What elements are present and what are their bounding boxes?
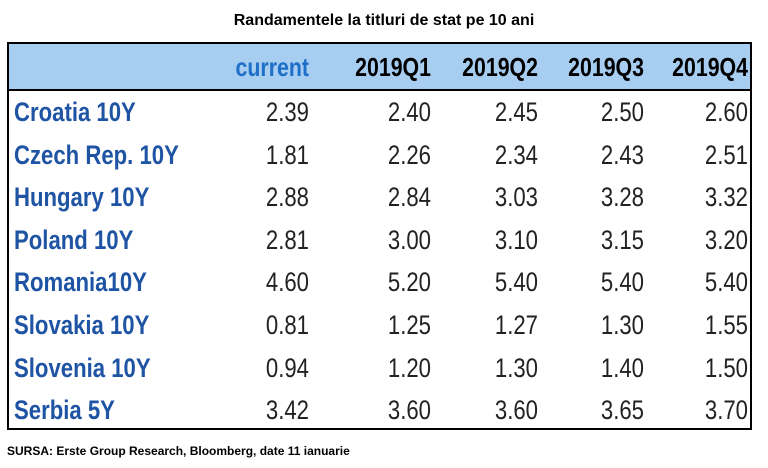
table-row: Slovakia 10Y 0.81 1.25 1.27 1.30 1.55 — [9, 304, 750, 346]
value-cell: 3.60 — [387, 395, 431, 426]
value-cell: 3.10 — [494, 224, 538, 255]
row-label: Hungary 10Y — [14, 182, 150, 213]
value-cell: 2.34 — [494, 139, 538, 170]
col-header-2019q2: 2019Q2 — [462, 52, 538, 82]
value-cell: 1.40 — [600, 352, 644, 383]
row-label: Slovenia 10Y — [14, 352, 151, 383]
value-cell: 1.81 — [265, 139, 309, 170]
value-cell: 3.15 — [600, 224, 644, 255]
table-row: Croatia 10Y 2.39 2.40 2.45 2.50 2.60 — [9, 91, 750, 133]
row-label: Czech Rep. 10Y — [14, 139, 179, 170]
row-label: Slovakia 10Y — [14, 310, 150, 340]
value-cell: 5.40 — [494, 267, 538, 298]
row-label: Poland 10Y — [14, 224, 134, 255]
row-label: Serbia 5Y — [14, 395, 115, 426]
value-cell: 5.20 — [387, 267, 431, 298]
col-header-2019q1: 2019Q1 — [355, 52, 431, 82]
table-row: Slovenia 10Y 0.94 1.20 1.30 1.40 1.50 — [9, 347, 750, 389]
table-row: Hungary 10Y 2.88 2.84 3.03 3.28 3.32 — [9, 176, 750, 218]
value-cell: 3.65 — [600, 395, 644, 426]
value-cell: 0.94 — [265, 352, 309, 383]
yield-table: current 2019Q1 2019Q2 2019Q3 2019Q4 Croa… — [7, 42, 752, 430]
value-cell: 1.50 — [704, 352, 748, 383]
value-cell: 3.28 — [600, 182, 644, 213]
value-cell: 1.27 — [494, 310, 538, 340]
value-cell: 4.60 — [265, 267, 309, 298]
value-cell: 2.51 — [704, 139, 748, 170]
value-cell: 3.32 — [704, 182, 748, 213]
value-cell: 2.39 — [265, 97, 309, 127]
value-cell: 1.30 — [600, 310, 644, 340]
value-cell: 2.88 — [265, 182, 309, 213]
source-note: SURSA: Erste Group Research, Bloomberg, … — [7, 444, 350, 458]
value-cell: 1.30 — [494, 352, 538, 383]
row-label: Croatia 10Y — [14, 97, 136, 127]
value-cell: 2.26 — [387, 139, 431, 170]
value-cell: 2.84 — [387, 182, 431, 213]
value-cell: 3.00 — [387, 224, 431, 255]
value-cell: 2.60 — [704, 97, 748, 127]
table-row: Poland 10Y 2.81 3.00 3.10 3.15 3.20 — [9, 219, 750, 261]
value-cell: 1.55 — [704, 310, 748, 340]
col-header-2019q3: 2019Q3 — [568, 52, 644, 82]
row-label: Romania10Y — [14, 267, 147, 298]
value-cell: 3.20 — [704, 224, 748, 255]
value-cell: 2.40 — [387, 97, 431, 127]
table-row: Serbia 5Y 3.42 3.60 3.60 3.65 3.70 — [9, 389, 750, 431]
value-cell: 1.25 — [387, 310, 431, 340]
value-cell: 1.20 — [387, 352, 431, 383]
value-cell: 5.40 — [704, 267, 748, 298]
col-header-2019q4: 2019Q4 — [672, 52, 748, 82]
value-cell: 0.81 — [265, 310, 309, 340]
table-row: Czech Rep. 10Y 1.81 2.26 2.34 2.43 2.51 — [9, 134, 750, 176]
col-header-current: current — [235, 52, 309, 82]
value-cell: 5.40 — [600, 267, 644, 298]
value-cell: 2.50 — [600, 97, 644, 127]
value-cell: 2.81 — [265, 224, 309, 255]
table-title: Randamentele la titluri de stat pe 10 an… — [233, 12, 535, 29]
table-header: current 2019Q1 2019Q2 2019Q3 2019Q4 — [9, 44, 750, 91]
value-cell: 3.70 — [704, 395, 748, 426]
value-cell: 3.42 — [265, 395, 309, 426]
value-cell: 3.60 — [494, 395, 538, 426]
table-row: Romania10Y 4.60 5.20 5.40 5.40 5.40 — [9, 261, 750, 303]
value-cell: 2.43 — [600, 139, 644, 170]
value-cell: 3.03 — [494, 182, 538, 213]
value-cell: 2.45 — [494, 97, 538, 127]
